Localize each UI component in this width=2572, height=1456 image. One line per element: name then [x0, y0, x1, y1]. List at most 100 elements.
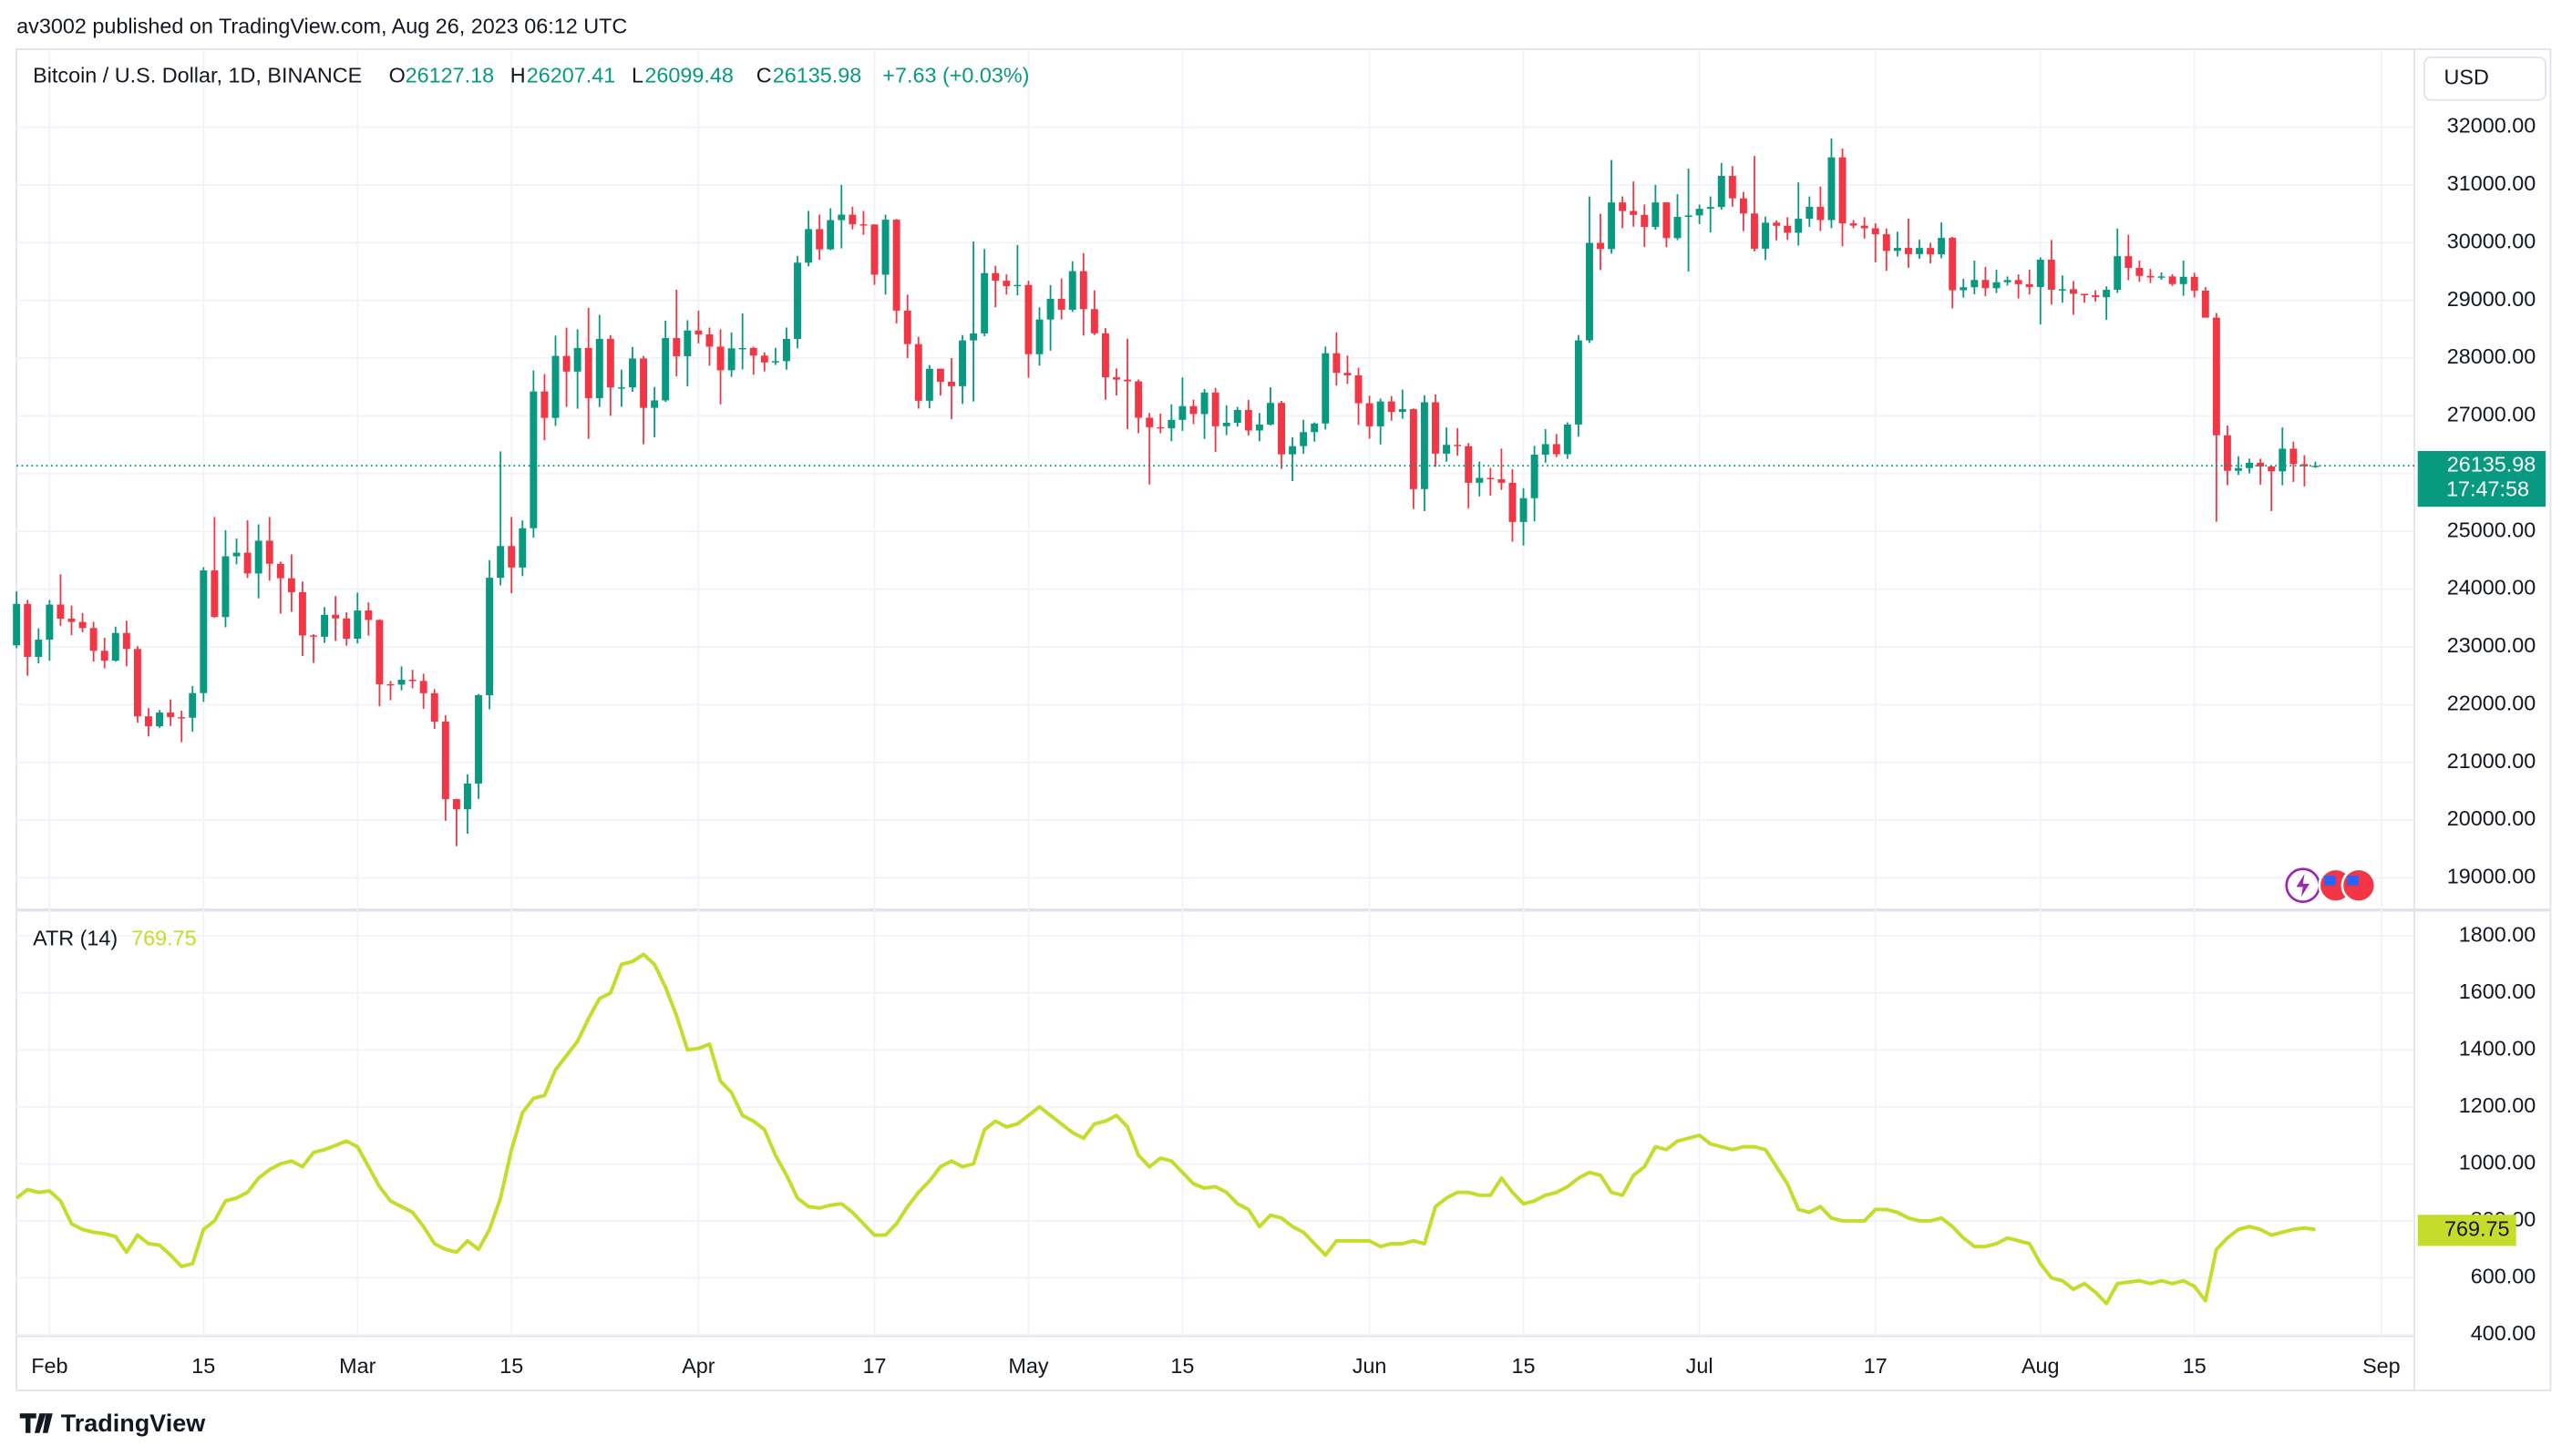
- candle-body: [1178, 405, 1187, 420]
- candle-body: [782, 338, 790, 362]
- candle-body: [386, 683, 395, 686]
- candle-body: [903, 310, 911, 344]
- candle-body: [1013, 284, 1022, 287]
- candle-body: [1046, 299, 1055, 320]
- candle-body: [859, 224, 868, 226]
- candle-body: [1641, 214, 1649, 228]
- ohlc-letter: L: [632, 64, 643, 87]
- candle-body: [1619, 202, 1627, 211]
- candle-body: [1673, 217, 1682, 239]
- candle-body: [2289, 448, 2298, 465]
- candle-body: [2103, 290, 2111, 298]
- y-tick-label: 20000.00: [2447, 806, 2536, 830]
- candle-body: [948, 381, 955, 386]
- candle-body: [892, 220, 900, 311]
- candle-body: [298, 591, 306, 636]
- candle-body: [1751, 213, 1758, 249]
- candle-body: [178, 717, 186, 719]
- candle-body: [1332, 353, 1341, 374]
- candle-body: [1795, 219, 1803, 233]
- x-tick-label: Aug: [2022, 1354, 2060, 1378]
- candle-body: [1585, 242, 1593, 341]
- candle-body: [1113, 377, 1120, 380]
- candle-body: [1816, 207, 1825, 220]
- candle-body: [200, 570, 208, 693]
- candle-body: [1530, 455, 1538, 498]
- y-tick-label: 25000.00: [2447, 518, 2536, 541]
- candle-body: [2014, 280, 2022, 284]
- candle-body: [551, 355, 560, 418]
- candle-body: [167, 713, 175, 718]
- y-tick-label: 30000.00: [2447, 229, 2536, 252]
- candle-body: [1574, 340, 1582, 425]
- candle-body: [1487, 477, 1495, 479]
- candle-body: [265, 540, 273, 564]
- candle-body: [1860, 225, 1868, 229]
- candle-body: [1398, 409, 1406, 413]
- candle-body: [497, 546, 505, 579]
- candle-body: [1409, 409, 1417, 489]
- x-tick-label: Feb: [31, 1354, 67, 1378]
- icon: [2347, 875, 2359, 886]
- candle-body: [760, 355, 768, 363]
- candle-body: [1311, 423, 1319, 433]
- candle-body: [189, 692, 197, 718]
- candle-body: [771, 361, 779, 363]
- last-price-label: 26135.98: [2447, 452, 2536, 476]
- y-tick-label: 600.00: [2471, 1265, 2536, 1288]
- currency[interactable]: USD: [2443, 66, 2488, 89]
- candle-body: [1057, 299, 1065, 310]
- candle-body: [1300, 432, 1308, 446]
- candle-body: [122, 632, 130, 650]
- candle-body: [595, 338, 603, 398]
- currency-button[interactable]: [2423, 56, 2546, 101]
- candle-body: [530, 391, 538, 528]
- published-note: av3002 published on TradingView.com, Aug…: [16, 15, 627, 38]
- candle-body: [211, 570, 219, 618]
- candle-body: [310, 635, 317, 637]
- event-icons[interactable]: [2285, 867, 2377, 904]
- candle-body: [1893, 248, 1901, 251]
- y-tick-label: 1200.00: [2459, 1093, 2536, 1117]
- candle-body: [936, 368, 944, 382]
- candle-body: [254, 540, 262, 574]
- y-tick-label: 21000.00: [2447, 749, 2536, 773]
- candle-body: [1938, 238, 1946, 255]
- candle-body: [1135, 381, 1143, 418]
- candle-body: [2190, 276, 2198, 291]
- candle-body: [881, 220, 890, 275]
- candle-body: [1465, 446, 1473, 483]
- candle-body: [838, 214, 846, 220]
- candle-body: [2279, 448, 2287, 472]
- candle-body: [959, 340, 967, 386]
- candle-body: [1124, 379, 1132, 382]
- candle-body: [2201, 290, 2209, 318]
- candle-body: [2124, 256, 2133, 268]
- candle-body: [156, 713, 163, 727]
- candle-body: [1278, 403, 1285, 455]
- candle-body: [1090, 309, 1098, 333]
- y-tick-label: 24000.00: [2447, 576, 2536, 600]
- x-tick-label: 15: [191, 1354, 215, 1378]
- candle-body: [1200, 392, 1209, 415]
- candle-body: [1454, 445, 1462, 446]
- candle-body: [2135, 267, 2144, 276]
- candle-body: [1806, 207, 1814, 220]
- x-tick-label: 15: [499, 1354, 523, 1378]
- candle-body: [1168, 419, 1176, 429]
- candle-body: [13, 603, 21, 646]
- candle-body: [1608, 202, 1616, 250]
- candle-body: [1519, 497, 1528, 522]
- candle-body: [1871, 228, 1879, 235]
- grid: [16, 48, 2415, 1337]
- candle-body: [992, 272, 1000, 282]
- candle-body: [221, 556, 230, 618]
- y-tick-label: 29000.00: [2447, 287, 2536, 311]
- y-tick-label: 1600.00: [2459, 979, 2536, 1003]
- candle-body: [2070, 289, 2077, 294]
- candle-body: [1651, 202, 1660, 228]
- candle-body: [2212, 317, 2220, 436]
- candle-body: [705, 334, 714, 347]
- candle-body: [584, 347, 592, 398]
